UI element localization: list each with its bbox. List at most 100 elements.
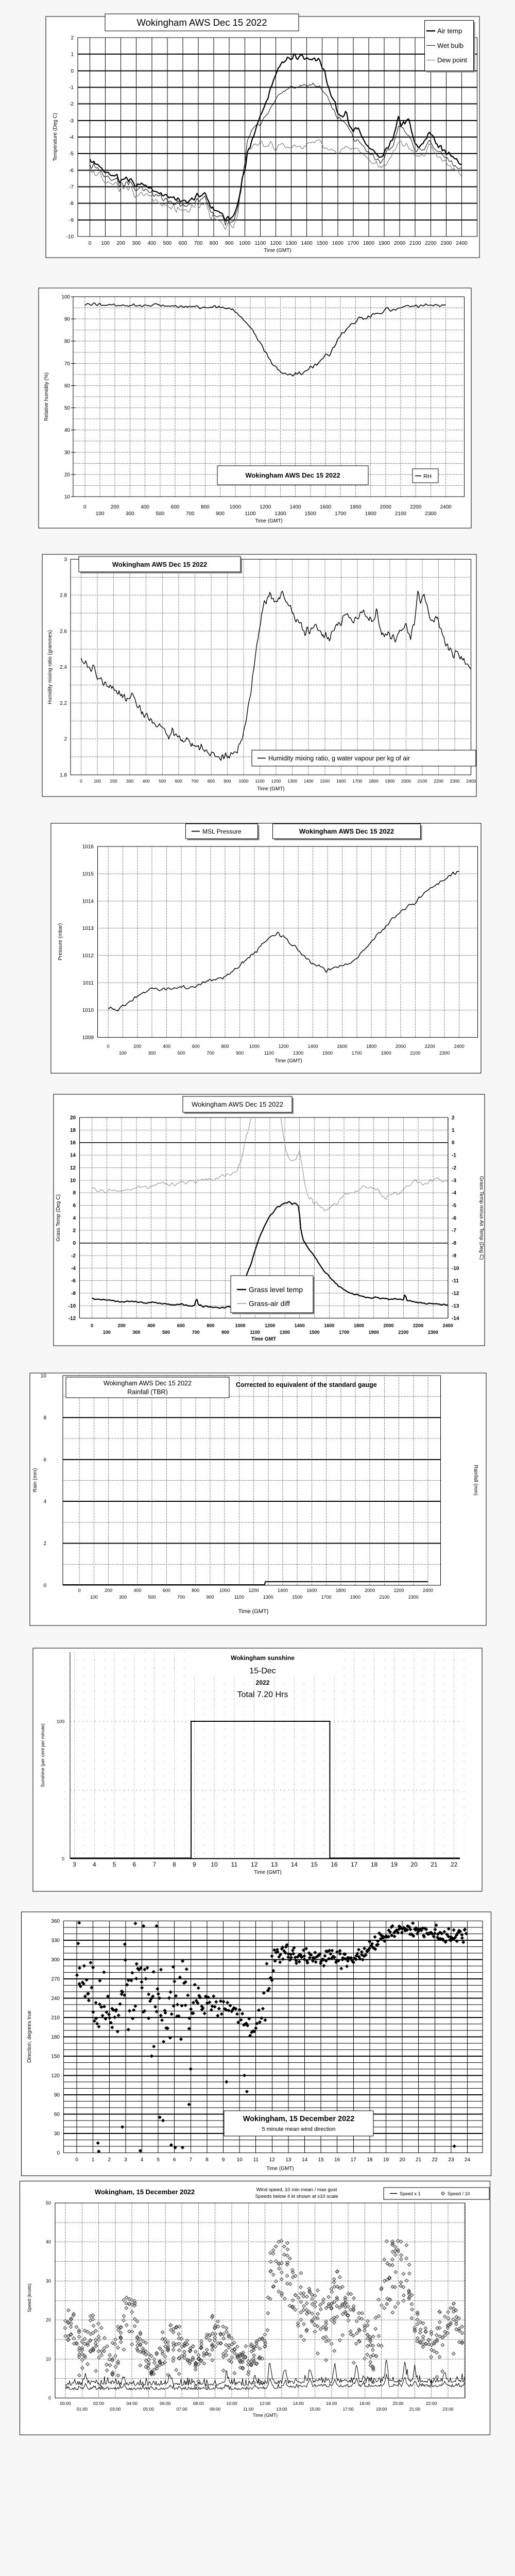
svg-text:120: 120 <box>51 2073 60 2079</box>
svg-text:0: 0 <box>62 1856 64 1861</box>
svg-text:360: 360 <box>51 1919 60 1924</box>
svg-text:1300: 1300 <box>285 241 297 246</box>
svg-text:2.6: 2.6 <box>60 629 67 634</box>
svg-text:15: 15 <box>311 1861 318 1868</box>
svg-text:-5: -5 <box>452 1203 456 1209</box>
svg-text:200: 200 <box>111 504 119 510</box>
svg-text:5: 5 <box>113 1861 116 1868</box>
svg-text:7: 7 <box>190 2157 193 2163</box>
svg-text:1200: 1200 <box>271 778 281 784</box>
svg-text:-1: -1 <box>452 1153 456 1159</box>
svg-text:0: 0 <box>107 1044 109 1049</box>
svg-text:1300: 1300 <box>274 511 286 517</box>
svg-text:Grass level temp: Grass level temp <box>249 1285 303 1294</box>
svg-text:2100: 2100 <box>395 511 407 517</box>
svg-text:1400: 1400 <box>278 1588 288 1593</box>
svg-text:18: 18 <box>371 1861 378 1868</box>
svg-text:21:00: 21:00 <box>409 2406 421 2412</box>
svg-text:210: 210 <box>51 2015 60 2021</box>
svg-text:Speed (knots): Speed (knots) <box>27 2283 32 2312</box>
svg-text:2400: 2400 <box>440 504 452 510</box>
svg-text:-7: -7 <box>69 184 74 190</box>
svg-text:1500: 1500 <box>320 778 330 784</box>
svg-text:20: 20 <box>70 1115 76 1121</box>
svg-text:-2: -2 <box>69 101 74 107</box>
svg-text:2000: 2000 <box>394 241 406 246</box>
svg-text:400: 400 <box>143 778 150 784</box>
svg-text:60: 60 <box>64 383 71 389</box>
svg-text:-3: -3 <box>69 118 74 124</box>
svg-text:2200: 2200 <box>434 778 443 784</box>
svg-text:Time (GMT): Time (GMT) <box>266 2166 294 2172</box>
svg-text:800: 800 <box>221 1044 229 1049</box>
svg-text:1900: 1900 <box>365 511 376 517</box>
svg-text:1000: 1000 <box>249 1044 260 1049</box>
svg-text:Speed / 10: Speed / 10 <box>448 2191 470 2196</box>
svg-text:Time (GMT): Time (GMT) <box>238 1608 269 1615</box>
svg-text:1016: 1016 <box>82 844 94 850</box>
svg-text:400: 400 <box>147 241 156 246</box>
svg-text:1500: 1500 <box>292 1595 302 1600</box>
svg-text:30: 30 <box>64 450 71 455</box>
svg-text:1800: 1800 <box>366 1044 376 1049</box>
svg-text:900: 900 <box>236 1050 244 1056</box>
svg-text:1200: 1200 <box>249 1588 259 1593</box>
svg-text:0: 0 <box>452 1140 455 1146</box>
svg-text:Wokingham AWS Dec 15 2022: Wokingham AWS Dec 15 2022 <box>245 471 340 479</box>
svg-text:500: 500 <box>148 1595 156 1600</box>
svg-text:800: 800 <box>208 778 215 784</box>
svg-text:05:00: 05:00 <box>143 2406 154 2412</box>
svg-text:2200: 2200 <box>413 1323 423 1328</box>
svg-text:-12: -12 <box>452 1291 459 1296</box>
svg-text:300: 300 <box>126 511 134 517</box>
svg-text:100: 100 <box>90 1595 98 1600</box>
svg-text:0: 0 <box>57 2150 60 2156</box>
svg-text:1200: 1200 <box>279 1044 289 1049</box>
svg-text:Dew point: Dew point <box>437 56 467 64</box>
svg-text:2400: 2400 <box>466 778 476 784</box>
svg-text:1500: 1500 <box>309 1330 319 1335</box>
svg-text:-8: -8 <box>71 1291 76 1296</box>
svg-text:-10: -10 <box>68 1303 76 1309</box>
svg-text:-14: -14 <box>452 1316 459 1321</box>
svg-text:6: 6 <box>73 1203 76 1209</box>
svg-text:0: 0 <box>43 1583 46 1589</box>
svg-text:500: 500 <box>162 1330 170 1335</box>
svg-text:18: 18 <box>367 2157 373 2163</box>
svg-text:200: 200 <box>116 241 125 246</box>
svg-text:2100: 2100 <box>398 1330 408 1335</box>
svg-text:1100: 1100 <box>234 1595 244 1600</box>
svg-text:90: 90 <box>64 317 71 323</box>
svg-text:100: 100 <box>96 511 105 517</box>
svg-text:200: 200 <box>133 1044 141 1049</box>
svg-text:20: 20 <box>400 2157 406 2163</box>
svg-text:12: 12 <box>251 1861 258 1868</box>
svg-text:1800: 1800 <box>350 504 362 510</box>
svg-text:100: 100 <box>61 295 70 300</box>
svg-text:2000: 2000 <box>401 778 411 784</box>
svg-text:Temperature (Deg C): Temperature (Deg C) <box>53 113 58 161</box>
svg-text:10:00: 10:00 <box>226 2401 237 2406</box>
svg-text:Wet bulb: Wet bulb <box>437 42 464 49</box>
svg-text:200: 200 <box>110 778 117 784</box>
svg-text:500: 500 <box>159 778 166 784</box>
svg-text:2: 2 <box>108 2157 111 2163</box>
svg-text:16: 16 <box>70 1140 76 1146</box>
svg-text:Relative humidity (%): Relative humidity (%) <box>44 372 49 421</box>
svg-text:80: 80 <box>64 339 71 345</box>
svg-text:5 minute mean wind direction: 5 minute mean wind direction <box>262 2126 335 2132</box>
svg-text:900: 900 <box>224 778 231 784</box>
svg-text:20: 20 <box>410 1861 418 1868</box>
svg-text:1012: 1012 <box>82 953 94 959</box>
svg-text:500: 500 <box>163 241 172 246</box>
svg-text:9: 9 <box>193 1861 196 1868</box>
svg-text:600: 600 <box>175 778 182 784</box>
svg-text:Wokingham AWS Dec 15 2022: Wokingham AWS Dec 15 2022 <box>112 561 207 568</box>
svg-text:1300: 1300 <box>263 1595 273 1600</box>
svg-text:700: 700 <box>186 511 195 517</box>
svg-text:12: 12 <box>70 1165 76 1171</box>
svg-text:Time (GMT): Time (GMT) <box>254 1870 282 1875</box>
svg-text:200: 200 <box>118 1323 126 1328</box>
svg-text:1900: 1900 <box>350 1595 360 1600</box>
svg-text:2100: 2100 <box>409 241 421 246</box>
